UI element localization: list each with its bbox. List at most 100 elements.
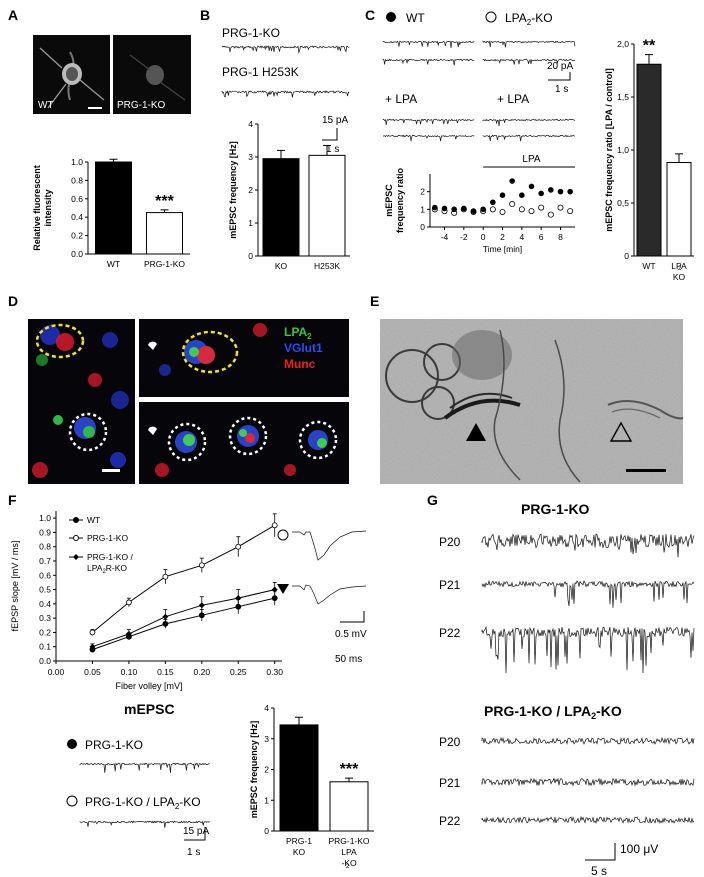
category-label: PRG-1-KO [328, 836, 369, 846]
ko-point [538, 204, 545, 211]
scale-bar [626, 469, 666, 472]
scale-time: 1 s [326, 144, 339, 155]
eeg-p21-dko [481, 777, 695, 787]
x-tick-label: -2 [460, 232, 468, 242]
data-point [235, 543, 242, 550]
legend-marker [73, 554, 79, 560]
panel-g: G PRG-1-KO PRG-1-KO / LPA2-KO P20 P21 P2… [427, 492, 695, 877]
x-tick-label: 0.00 [48, 667, 65, 677]
panel-e-label: E [370, 293, 379, 309]
electron-micrograph [380, 319, 684, 484]
wt-point [519, 192, 525, 198]
y-tick-label: 3 [264, 734, 269, 744]
filled-triangle-icon [466, 423, 486, 441]
mepsc-label-dko: PRG-1-KO / LPA2-KO [85, 795, 201, 811]
scale-bar [102, 469, 120, 472]
panel-c-timecourse: -4 -2 0 2 4 6 8 0 1 2 Time [min] mEPSC frequency rat… [384, 154, 575, 254]
category-label: PRG-1-KO [144, 259, 185, 269]
y-tick-label: 0.8 [71, 175, 83, 185]
panel-c-label: C [365, 7, 375, 23]
legend-label: PRG-1-KO [87, 533, 128, 543]
ko-legend-marker [485, 11, 497, 23]
panel-f-line-chart: 0.00 0.05 0.10 0.15 0.20 0.25 0.30 0.0 0.1 0.2 0.3… [10, 511, 283, 691]
y-tick-label: 0.5 [39, 585, 51, 595]
wt-point [499, 192, 506, 198]
y-tick-label: 1 [248, 218, 253, 228]
y-tick-label: 0.6 [71, 194, 83, 204]
y-axis-label: Relative fluorescent [32, 165, 42, 251]
confocal-image [28, 319, 349, 484]
panel-f-example-traces: 0.5 mV 50 ms [277, 529, 367, 665]
y-tick-label: 4 [248, 119, 253, 129]
scale-amp: 15 pA [183, 826, 209, 837]
y-axis-label: mEPSC [384, 184, 394, 217]
legend-lpa2: LPA2 [284, 325, 312, 341]
category-sub: 2 [346, 864, 350, 870]
ko-point [567, 208, 574, 215]
scale-bar [88, 107, 102, 109]
y-tick-label: 0.9 [39, 527, 51, 537]
x-tick-label: 2 [500, 232, 505, 242]
row-p22: P22 [439, 626, 461, 640]
panel-d-label: D [8, 293, 18, 309]
trace-h253k [221, 90, 350, 98]
trace-c-3 [482, 58, 576, 65]
y-tick-label: 0.4 [39, 599, 51, 609]
ko-point [489, 206, 496, 213]
bar [329, 781, 369, 832]
data-point [89, 643, 96, 650]
wt-point [538, 190, 544, 197]
y-axis-label: intensity [43, 189, 53, 226]
scale-amp: 15 pA [322, 115, 348, 126]
y-tick-label: 1.0 [71, 157, 83, 167]
row-p21-dko: P21 [439, 776, 461, 790]
y-tick-label: 0.4 [71, 212, 83, 222]
x-axis-label: Time [min] [483, 244, 522, 254]
wt-point [490, 199, 496, 206]
data-point [89, 629, 96, 636]
trace-label-ko: PRG-1-KO [222, 26, 280, 40]
y-tick-label: 0.0 [39, 656, 51, 666]
y-tick-label: 1,5 [617, 92, 629, 102]
bar [146, 212, 183, 255]
wt-point [548, 187, 554, 193]
y-tick-label: 0.3 [39, 613, 51, 623]
category-label: PRG-1 [286, 836, 312, 846]
legend-munc: Munc [284, 357, 316, 371]
category-sub: 2 [678, 266, 682, 272]
mepsc-title: mEPSC [124, 701, 175, 717]
panel-a-bar-chart: 0.0 0.2 0.4 0.6 0.8 1.0 WT PRG-1-KO *** Relative … [32, 157, 190, 269]
wt-point [509, 178, 515, 184]
y-tick-label: 2,0 [617, 39, 629, 49]
panel-b: B PRG-1-KO PRG-1 H253K 15 pA 1 s 0 1 2 3 4 KO… [200, 7, 350, 271]
wt-image-label: WT [38, 100, 54, 111]
bar [666, 162, 692, 257]
panel-f-mepsc-traces [79, 762, 210, 828]
trace-c-4 [382, 118, 475, 125]
legend-label: PRG-1-KO / [87, 552, 133, 562]
y-tick-label: 0.0 [71, 249, 83, 259]
x-tick-label: 8 [558, 232, 563, 242]
ko-point [518, 206, 525, 213]
series-line-2 [92, 589, 275, 648]
y-tick-label: 1.0 [39, 513, 51, 523]
bar [95, 161, 132, 255]
y-tick-label: 1,0 [617, 145, 629, 155]
bar [279, 724, 319, 832]
trace-ko [221, 44, 350, 54]
category-label: KO [275, 261, 288, 271]
panel-a: A WT PRG-1-KO 0.0 0.2 0.4 0.6 0.8 1.0 WT PRG-1-… [8, 7, 191, 269]
scale-amp: 0.5 mV [335, 629, 367, 640]
x-tick-label: 0.05 [84, 667, 101, 677]
y-tick-label: 0.7 [39, 556, 51, 566]
bar [308, 154, 346, 257]
ko-point [528, 208, 535, 215]
y-tick-label: 2 [420, 187, 425, 197]
wt-point [567, 188, 573, 195]
y-tick-label: 0.6 [39, 570, 51, 580]
panel-b-label: B [200, 7, 210, 23]
legend-label: WT [87, 515, 100, 525]
data-point [125, 630, 132, 637]
lpa-label-wt: + LPA [385, 92, 417, 106]
